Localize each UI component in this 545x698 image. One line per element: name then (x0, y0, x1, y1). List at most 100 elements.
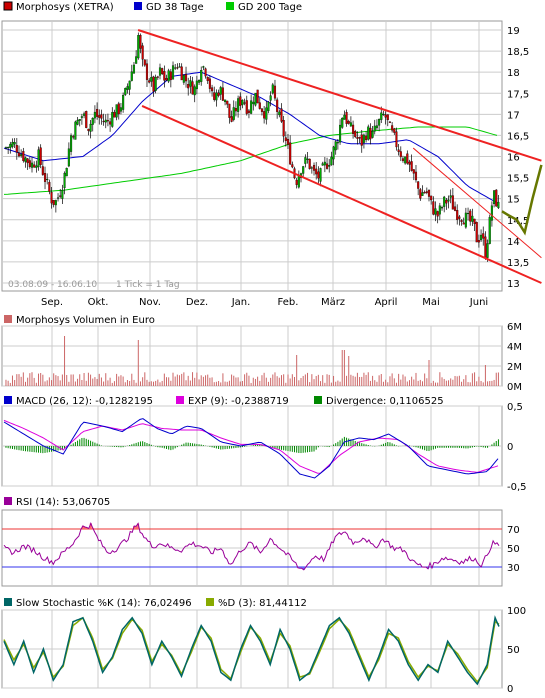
candle-body (467, 212, 470, 215)
candle-body (17, 152, 21, 157)
candle-body (263, 111, 266, 119)
candle-body (182, 75, 185, 83)
candle-body (80, 116, 83, 118)
candle-body (477, 240, 480, 243)
macd-y-tick-label: 0 (507, 442, 513, 453)
candle-body (312, 165, 316, 171)
macd-line (3, 418, 499, 479)
projection-line (501, 164, 543, 236)
legend-swatch-stoch-d (206, 598, 214, 606)
candle-body (406, 153, 409, 164)
candle-body (443, 196, 446, 207)
candle-body (362, 134, 365, 143)
legend-swatch-gd38 (134, 2, 142, 10)
candle-body (165, 77, 168, 81)
candle-body (72, 136, 75, 138)
volume-grid (2, 325, 502, 387)
legend-swatch-macd (4, 396, 12, 404)
candle-body (317, 171, 320, 179)
legend-swatch-divergence (314, 396, 322, 404)
candle-body (250, 100, 253, 114)
price-x-tick-label: Jan. (231, 297, 251, 308)
candle-body (471, 215, 474, 222)
candle-body (30, 162, 34, 168)
candle-body (425, 191, 428, 193)
candle-body (169, 71, 172, 81)
candle-body (85, 111, 88, 128)
candle-body (408, 161, 411, 165)
candle-body (152, 76, 155, 92)
candle-body (122, 94, 125, 110)
candle-body (154, 77, 157, 91)
candle-body (213, 92, 216, 100)
stochastic-y-tick-label: 100 (507, 606, 526, 617)
candle-body (211, 87, 214, 92)
candle-body (410, 161, 413, 171)
candle-body (423, 192, 426, 194)
candle-body (321, 163, 324, 166)
price-x-tick-label: Sep. (41, 297, 63, 308)
candle-body (341, 117, 344, 128)
legend-label-exp: EXP (9): -0,2388719 (188, 396, 289, 407)
candle-body (243, 102, 246, 104)
candle-body (486, 243, 489, 258)
candle-body (315, 168, 318, 175)
candle-body (345, 112, 348, 124)
candle-body (497, 201, 500, 209)
candle-body (297, 175, 300, 188)
candle-body (393, 128, 396, 133)
candle-body (458, 216, 461, 219)
legend-label-divergence: Divergence: 0,1106525 (326, 396, 444, 407)
candle-body (106, 120, 109, 122)
candle-body (365, 135, 368, 141)
candle-body (278, 111, 281, 116)
rsi-y-axis: 70 50 30 (507, 525, 520, 574)
candle-body (59, 195, 62, 197)
candle-body (50, 192, 53, 204)
candle-body (191, 81, 194, 95)
gd200-line (3, 126, 498, 195)
candle-body (89, 123, 92, 132)
candle-body (380, 112, 383, 120)
candle-body (145, 63, 149, 80)
price-y-tick-label: 18,5 (507, 47, 529, 58)
candle-body (271, 84, 274, 94)
candle-body (354, 130, 357, 137)
candle-body (386, 114, 389, 121)
legend-label-stoch-d: %D (3): 81,44112 (218, 598, 307, 609)
candle-body (46, 178, 49, 181)
price-y-tick-label: 17 (507, 110, 520, 121)
macd-legend: MACD (26, 12): -0,1282195 EXP (9): -0,23… (4, 396, 444, 407)
candle-body (13, 142, 16, 145)
candle-body (449, 195, 452, 198)
volume-y-axis: 6M 4M 2M 0M (507, 322, 522, 393)
price-legend: Morphosys (XETRA) GD 38 Tage GD 200 Tage (3, 1, 302, 13)
candle-body (378, 119, 381, 126)
candle-body (280, 108, 283, 122)
candle-body (241, 99, 244, 106)
candle-body (432, 201, 435, 215)
candle-body (217, 92, 220, 96)
candle-body (180, 66, 183, 81)
price-y-tick-label: 16 (507, 153, 520, 164)
candle-body (228, 103, 231, 118)
price-y-tick-label: 13 (507, 279, 520, 290)
price-x-tick-label: April (375, 297, 398, 308)
legend-label-rsi: RSI (14): 53,06705 (16, 497, 110, 508)
candle-body (56, 197, 60, 199)
candle-body (102, 120, 105, 123)
candle-body (206, 77, 209, 81)
candle-body (93, 111, 96, 119)
candle-body (291, 164, 294, 168)
candle-body (65, 167, 68, 177)
candle-body (115, 104, 118, 118)
candle-body (87, 128, 90, 131)
candle-body (24, 157, 27, 163)
candle-body (4, 147, 8, 149)
candle-body (421, 192, 424, 196)
volume-panel-frame (1, 325, 503, 387)
candle-body (462, 222, 465, 225)
candle-body (247, 110, 250, 113)
tick-info-text: 1 Tick = 1 Tag (116, 280, 180, 290)
